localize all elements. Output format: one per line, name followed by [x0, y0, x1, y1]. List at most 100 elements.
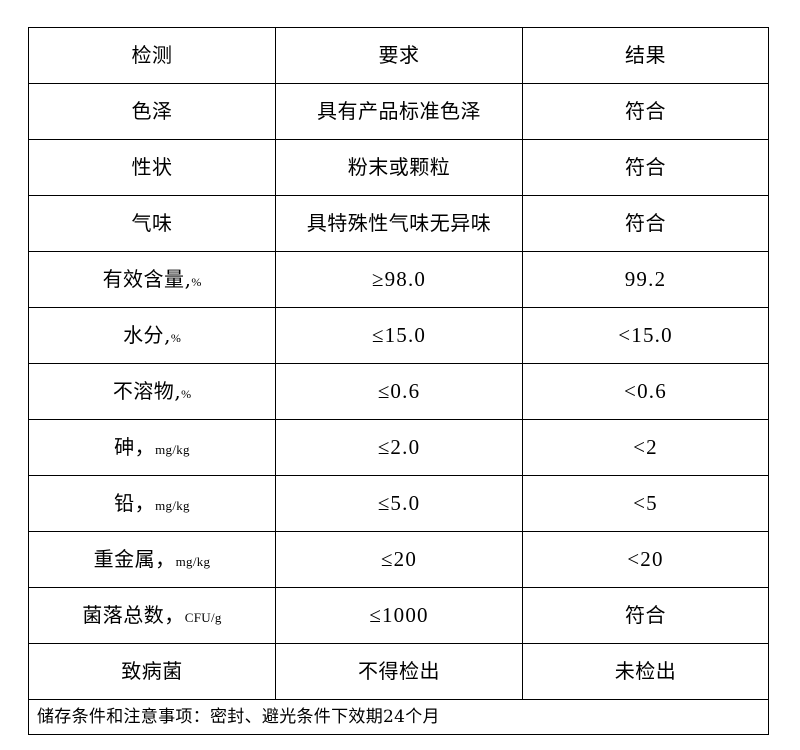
item-name-label: 水分: [123, 323, 165, 348]
table-body: 检测 要求 结果 色泽 具有产品标准色泽 符合 性状 粉末或颗粒 符合 气味 具…: [28, 27, 769, 735]
specification-table: 检测 要求 结果 色泽 具有产品标准色泽 符合 性状 粉末或颗粒 符合 气味 具…: [28, 27, 769, 735]
item-unit-label: %: [170, 331, 181, 346]
item-name-label: 重金属: [93, 547, 156, 572]
cell-requirement: ≤15.0: [275, 307, 523, 364]
result-value: 符合: [625, 99, 666, 124]
item-name-label: 有效含量: [102, 267, 185, 292]
item-unit-label: %: [181, 387, 192, 402]
requirement-value: 不得检出: [358, 659, 440, 684]
table-row: 菌落总数，CFU/g ≤1000 符合: [28, 587, 769, 644]
cell-result: <5: [522, 475, 769, 532]
cell-result: 符合: [522, 195, 769, 252]
result-value: <15.0: [618, 322, 673, 347]
item-separator: ，: [164, 603, 185, 628]
requirement-value: ≤20: [380, 546, 418, 571]
cell-requirement: ≤20: [275, 531, 523, 588]
result-value: 符合: [625, 211, 666, 236]
requirement-value: ≥98.0: [371, 266, 427, 291]
item-name-label: 不溶物: [112, 379, 175, 404]
result-value: 未检出: [614, 659, 677, 684]
table-row: 性状 粉末或颗粒 符合: [28, 139, 769, 196]
item-name-label: 致病菌: [121, 659, 183, 684]
cell-item-name: 有效含量,%: [28, 251, 276, 308]
item-unit-label: %: [191, 275, 202, 290]
cell-item-name: 重金属，mg/kg: [28, 531, 276, 588]
column-header-label: 检测: [131, 43, 173, 68]
cell-item-name: 砷，mg/kg: [28, 419, 276, 476]
requirement-value: ≤1000: [369, 602, 429, 627]
requirement-value: ≤5.0: [377, 490, 421, 515]
requirement-value: 粉末或颗粒: [347, 155, 451, 180]
column-header-requirement: 要求: [275, 27, 523, 84]
result-value: <20: [627, 546, 664, 571]
table-header-row: 检测 要求 结果: [28, 27, 769, 84]
requirement-value: ≤15.0: [371, 322, 427, 347]
cell-item-name: 色泽: [28, 83, 276, 140]
cell-requirement: ≤5.0: [275, 475, 523, 532]
item-unit-label: CFU/g: [184, 610, 222, 626]
item-name-label: 色泽: [131, 99, 173, 124]
item-name-label: 性状: [131, 155, 173, 180]
cell-storage-note: 储存条件和注意事项：密封、避光条件下效期24个月: [28, 699, 769, 735]
result-value: <0.6: [624, 378, 667, 403]
cell-result: 符合: [522, 139, 769, 196]
column-header-label: 结果: [625, 43, 666, 68]
result-value: 99.2: [624, 266, 667, 291]
column-header-result: 结果: [522, 27, 769, 84]
storage-note-label: 储存条件和注意事项：密封、避光条件下效期24个月: [37, 706, 440, 727]
cell-item-name: 菌落总数，CFU/g: [28, 587, 276, 644]
item-separator: ,: [174, 379, 182, 404]
cell-result: <15.0: [522, 307, 769, 364]
requirement-value: ≤0.6: [377, 378, 421, 403]
item-unit-label: mg/kg: [175, 554, 211, 570]
cell-result: 符合: [522, 587, 769, 644]
item-separator: ，: [155, 547, 176, 572]
cell-requirement: 具特殊性气味无异味: [275, 195, 523, 252]
cell-item-name: 致病菌: [28, 643, 276, 700]
cell-requirement: 粉末或颗粒: [275, 139, 523, 196]
item-separator: ，: [134, 435, 156, 460]
item-unit-label: mg/kg: [155, 498, 190, 514]
result-value: <2: [633, 434, 658, 459]
column-header-item: 检测: [28, 27, 276, 84]
cell-requirement: 具有产品标准色泽: [275, 83, 523, 140]
result-value: <5: [633, 490, 658, 515]
requirement-value: 具有产品标准色泽: [317, 99, 481, 124]
cell-item-name: 铅，mg/kg: [28, 475, 276, 532]
cell-requirement: ≤2.0: [275, 419, 523, 476]
item-name-label: 砷: [114, 435, 135, 460]
cell-result: 未检出: [522, 643, 769, 700]
requirement-value: 具特殊性气味无异味: [306, 211, 492, 236]
table-row: 致病菌 不得检出 未检出: [28, 643, 769, 700]
result-value: 符合: [625, 603, 666, 628]
cell-item-name: 不溶物,%: [28, 363, 276, 420]
cell-result: 符合: [522, 83, 769, 140]
table-row: 铅，mg/kg ≤5.0 <5: [28, 475, 769, 532]
cell-result: 99.2: [522, 251, 769, 308]
table-row: 重金属，mg/kg ≤20 <20: [28, 531, 769, 588]
table-row: 不溶物,% ≤0.6 <0.6: [28, 363, 769, 420]
table-row: 色泽 具有产品标准色泽 符合: [28, 83, 769, 140]
requirement-value: ≤2.0: [377, 434, 421, 459]
cell-requirement: 不得检出: [275, 643, 523, 700]
table-row: 水分,% ≤15.0 <15.0: [28, 307, 769, 364]
item-separator: ,: [164, 323, 171, 348]
cell-result: <2: [522, 419, 769, 476]
cell-requirement: ≤0.6: [275, 363, 523, 420]
cell-item-name: 气味: [28, 195, 276, 252]
table-footer-row: 储存条件和注意事项：密封、避光条件下效期24个月: [28, 699, 769, 735]
table-row: 砷，mg/kg ≤2.0 <2: [28, 419, 769, 476]
item-name-label: 铅: [114, 491, 135, 516]
item-name-label: 气味: [131, 211, 173, 236]
cell-requirement: ≥98.0: [275, 251, 523, 308]
column-header-label: 要求: [378, 43, 420, 68]
item-separator: ，: [134, 491, 156, 516]
cell-result: <20: [522, 531, 769, 588]
item-separator: ,: [184, 267, 192, 292]
item-name-label: 菌落总数: [82, 603, 165, 628]
cell-requirement: ≤1000: [275, 587, 523, 644]
cell-item-name: 性状: [28, 139, 276, 196]
table-row: 有效含量,% ≥98.0 99.2: [28, 251, 769, 308]
cell-result: <0.6: [522, 363, 769, 420]
